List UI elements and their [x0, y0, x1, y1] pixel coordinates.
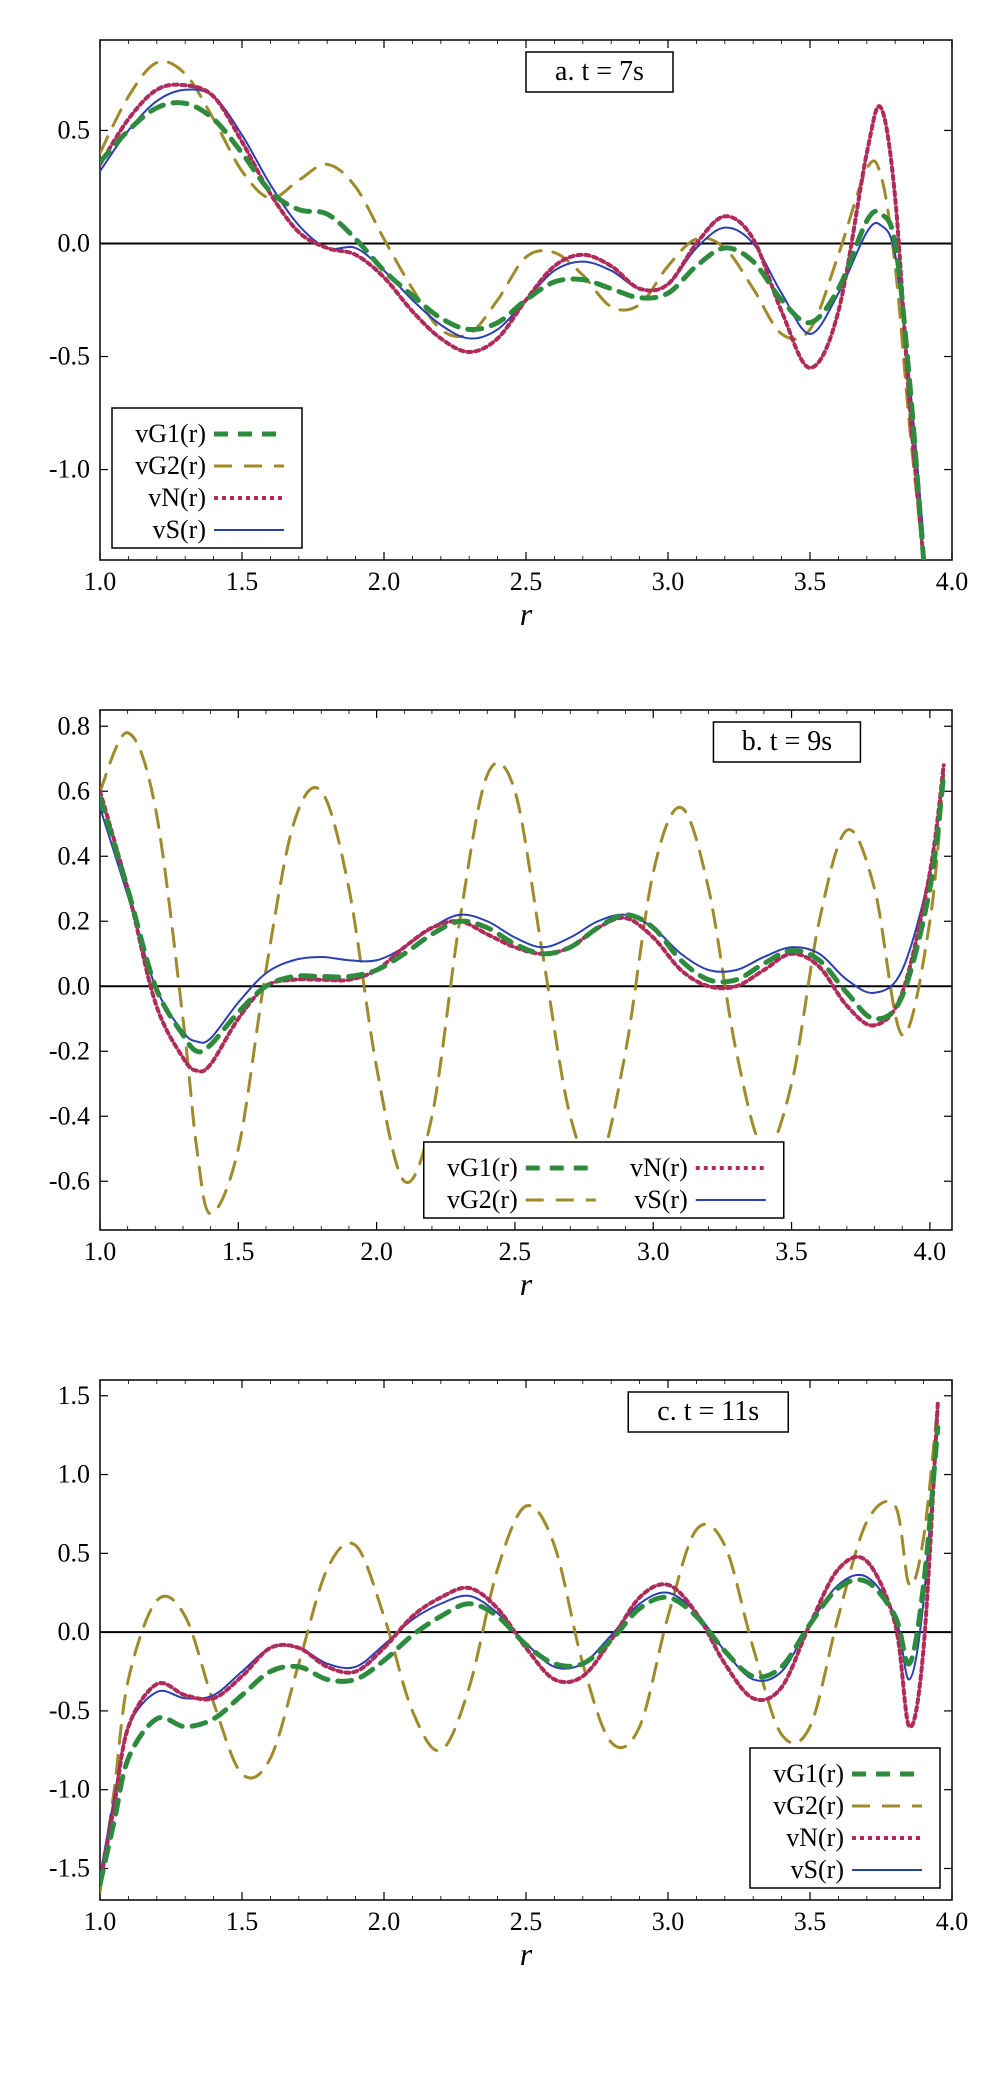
ytick-label: 1.5 [58, 1381, 91, 1410]
xtick-label: 1.5 [222, 1237, 255, 1266]
ytick-label: 0.8 [58, 711, 91, 740]
ytick-label: -0.5 [49, 1696, 90, 1725]
panel-c: -1.5 -1.0 -0.5 0.0 0.5 1.0 1.5 1.0 1.5 2.0 2.5 3.0 3… [20, 1360, 972, 1980]
legend-label-vG1: vG1(r) [773, 1759, 844, 1788]
ytick-label: 0.0 [58, 971, 91, 1000]
xtick-label: 1.5 [226, 1907, 259, 1936]
xtick-label: 1.0 [84, 1907, 117, 1936]
legend-label-vN: vN(r) [630, 1153, 688, 1182]
legend-label-vG2: vG2(r) [447, 1185, 518, 1214]
ytick-label: 0.5 [58, 1538, 91, 1567]
xtick-label: 4.0 [936, 567, 969, 596]
xtick-label: 1.0 [84, 567, 117, 596]
x-axis-label: r [520, 1936, 533, 1972]
ytick-label: 0.0 [58, 228, 91, 257]
xtick-label: 1.0 [84, 1237, 117, 1266]
ytick-label: -0.6 [49, 1166, 90, 1195]
ytick-label: 1.0 [58, 1460, 91, 1489]
legend-label-vN: vN(r) [786, 1823, 844, 1852]
xtick-label: 2.5 [510, 567, 543, 596]
ytick-label: 0.0 [58, 1617, 91, 1646]
ytick-label: -0.4 [49, 1101, 90, 1130]
panel-b: -0.6 -0.4 -0.2 0.0 0.2 0.4 0.6 0.8 1.0 1.5 2.0 2.5 3… [20, 690, 972, 1310]
panel-a: -1.0 -0.5 0.0 0.5 1.0 1.5 2.0 2.5 3.0 3.5 4.0 r a. t… [20, 20, 972, 640]
xtick-label: 2.0 [360, 1237, 393, 1266]
xtick-label: 3.5 [794, 567, 827, 596]
xtick-label: 4.0 [914, 1237, 947, 1266]
legend-label-vS: vS(r) [791, 1855, 844, 1884]
legend-label-vG1: vG1(r) [447, 1153, 518, 1182]
x-axis-label: r [520, 596, 533, 632]
xtick-label: 1.5 [226, 567, 259, 596]
xtick-label: 2.5 [499, 1237, 532, 1266]
xtick-label: 3.0 [652, 1907, 685, 1936]
xtick-label: 2.0 [368, 1907, 401, 1936]
ytick-label: -1.5 [49, 1853, 90, 1882]
xtick-label: 3.0 [637, 1237, 670, 1266]
ytick-label: 0.5 [58, 115, 91, 144]
xtick-label: 4.0 [936, 1907, 969, 1936]
ytick-label: -0.5 [49, 342, 90, 371]
xtick-label: 2.0 [368, 567, 401, 596]
legend-label-vG2: vG2(r) [773, 1791, 844, 1820]
ytick-label: -1.0 [49, 455, 90, 484]
legend-label-vG1: vG1(r) [135, 419, 206, 448]
ytick-label: 0.4 [58, 841, 91, 870]
ytick-label: -0.2 [49, 1036, 90, 1065]
xtick-label: 3.5 [794, 1907, 827, 1936]
panel-label: b. t = 9s [742, 726, 832, 757]
legend-label-vS: vS(r) [153, 515, 206, 544]
panel-label: a. t = 7s [555, 56, 644, 87]
x-axis-label: r [520, 1266, 533, 1302]
legend-label-vN: vN(r) [148, 483, 206, 512]
legend-label-vS: vS(r) [634, 1185, 687, 1214]
xtick-label: 3.5 [775, 1237, 808, 1266]
ytick-label: 0.2 [58, 906, 91, 935]
figure: -1.0 -0.5 0.0 0.5 1.0 1.5 2.0 2.5 3.0 3.5 4.0 r a. t… [20, 20, 972, 1980]
legend-label-vG2: vG2(r) [135, 451, 206, 480]
ytick-label: 0.6 [58, 776, 91, 805]
xtick-label: 2.5 [510, 1907, 543, 1936]
ytick-label: -1.0 [49, 1775, 90, 1804]
xtick-label: 3.0 [652, 567, 685, 596]
panel-label: c. t = 11s [657, 1396, 759, 1427]
